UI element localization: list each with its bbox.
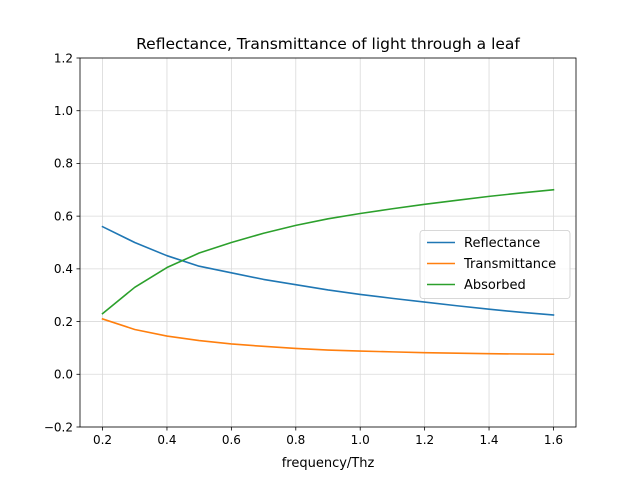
series-line-transmittance xyxy=(101,317,555,356)
x-axis-label: frequency/Thz xyxy=(282,456,375,471)
x-tick-label: 1.6 xyxy=(544,433,563,447)
chart-title: Reflectance, Transmittance of light thro… xyxy=(136,35,520,53)
legend: Reflectance Transmittance Absorbed xyxy=(419,230,571,299)
x-tick-label: 0.6 xyxy=(222,433,241,447)
y-tick-label: 0.6 xyxy=(54,209,73,223)
x-tick-label: 0.4 xyxy=(157,433,176,447)
y-tick-label: −0.2 xyxy=(44,420,73,434)
series-line-reflectance xyxy=(101,225,555,316)
x-tick-label: 0.2 xyxy=(93,433,112,447)
legend-label-reflectance: Reflectance xyxy=(464,236,540,251)
y-tick-label: 0.0 xyxy=(54,368,73,382)
y-tick-label: 0.4 xyxy=(54,262,73,276)
plot-frame xyxy=(79,57,577,428)
series-lines xyxy=(101,188,555,356)
legend-label-transmittance: Transmittance xyxy=(463,257,556,272)
x-tick-label: 1.2 xyxy=(415,433,434,447)
y-tick-label: 0.8 xyxy=(54,157,73,171)
x-tick-label: 1.0 xyxy=(351,433,370,447)
series-line-absorbed xyxy=(101,188,555,315)
y-tick-label: 1.0 xyxy=(54,104,73,118)
x-tick-label: 0.8 xyxy=(286,433,305,447)
legend-box xyxy=(419,230,571,299)
y-tick-label: 0.2 xyxy=(54,315,73,329)
y-tick-label: 1.2 xyxy=(54,51,73,65)
axis-ticks: 0.2 0.4 0.6 0.8 1.0 1.2 1.4 1.6 −0.2 0.0 0.2 0.4 0.6… xyxy=(44,51,563,447)
x-tick-label: 1.4 xyxy=(479,433,498,447)
legend-label-absorbed: Absorbed xyxy=(464,278,526,293)
